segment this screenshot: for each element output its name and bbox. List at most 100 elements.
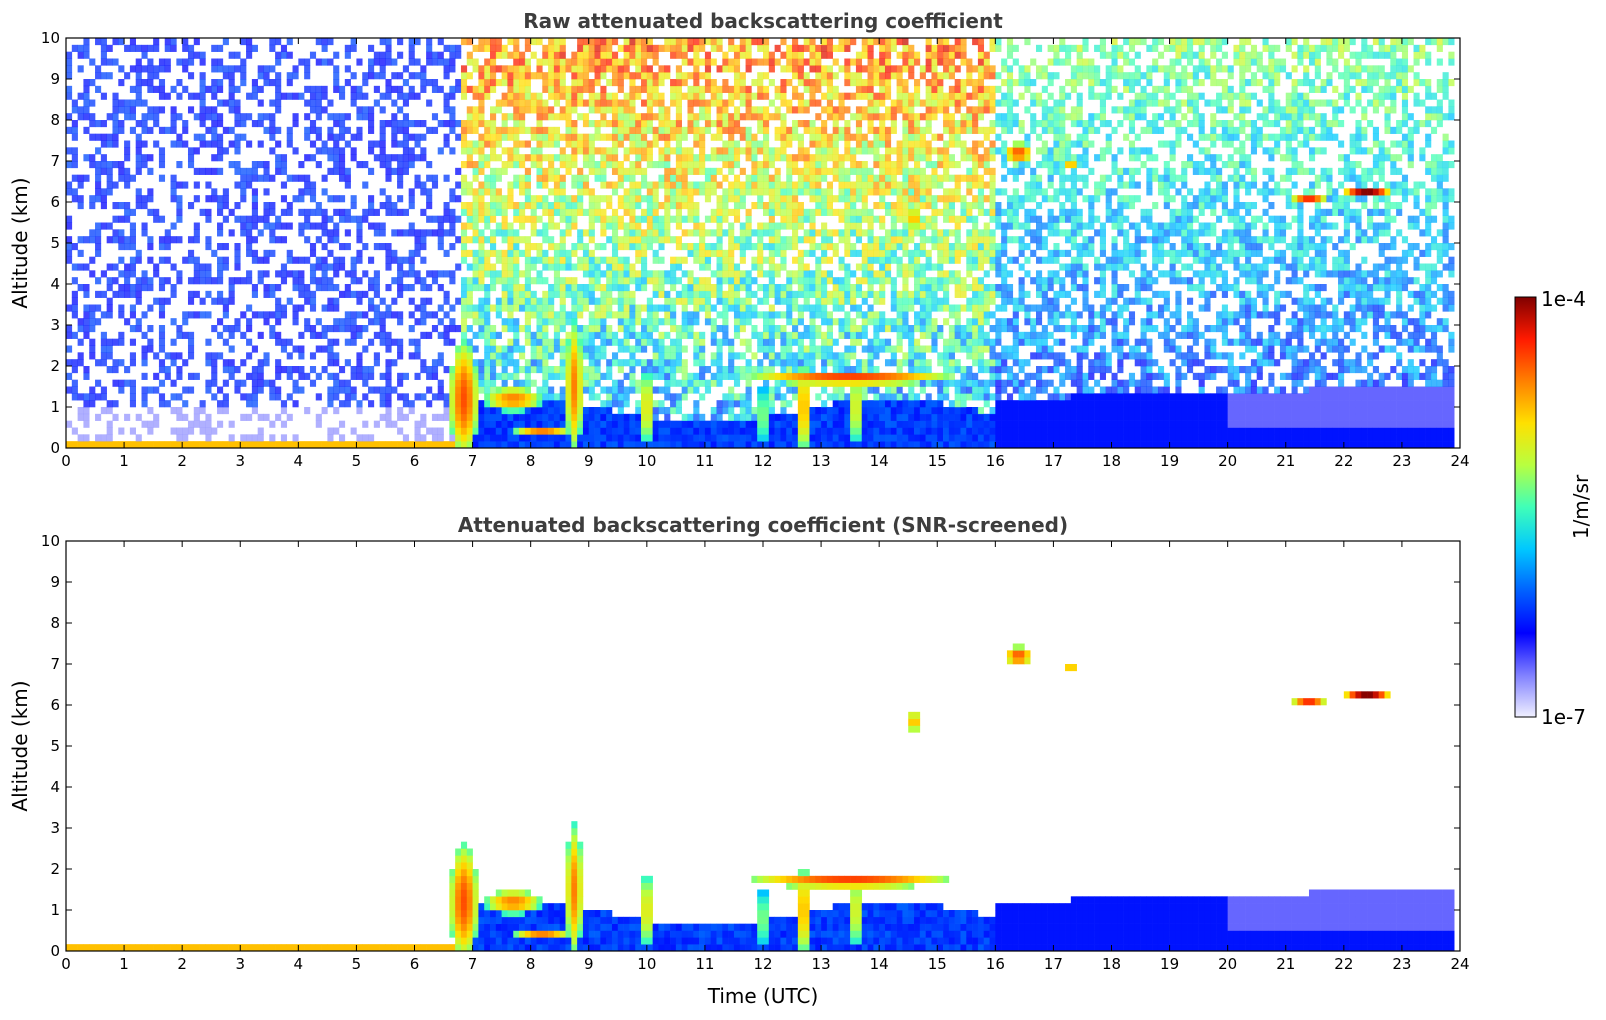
backscatter-cell (373, 72, 380, 80)
backscatter-cell (379, 133, 386, 141)
backscatter-cell (141, 195, 148, 203)
backscatter-cell (362, 379, 369, 387)
backscatter-cell (490, 188, 497, 196)
backscatter-cell (600, 331, 607, 339)
backscatter-cell (844, 290, 851, 298)
backscatter-cell (681, 379, 688, 387)
backscatter-cell (641, 284, 648, 292)
backscatter-cell (484, 133, 491, 141)
backscatter-cell (426, 99, 433, 107)
backscatter-cell (222, 72, 229, 80)
backscatter-cell (501, 195, 508, 203)
backscatter-cell (501, 92, 508, 100)
backscatter-cell (298, 277, 305, 285)
backscatter-cell (716, 366, 723, 374)
backscatter-cell (542, 304, 549, 312)
backscatter-cell (513, 366, 520, 374)
backscatter-cell (118, 359, 125, 367)
backscatter-cell (414, 434, 421, 442)
backscatter-cell (844, 270, 851, 278)
backscatter-cell (257, 441, 264, 448)
backscatter-cell (733, 154, 741, 162)
backscatter-cell (606, 427, 613, 435)
backscatter-cell (635, 167, 642, 175)
backscatter-cell (681, 147, 688, 155)
backscatter-cell (606, 359, 613, 367)
backscatter-cell (333, 79, 340, 87)
backscatter-cell (745, 51, 752, 59)
backscatter-cell (548, 113, 555, 121)
backscatter-cell (681, 386, 688, 394)
backscatter-cell (513, 208, 520, 216)
backscatter-cell (577, 113, 584, 121)
backscatter-cell (571, 249, 578, 257)
backscatter-cell (815, 352, 822, 360)
backscatter-cell (670, 311, 677, 319)
backscatter-cell (187, 92, 195, 100)
backscatter-cell (664, 420, 671, 428)
backscatter-cell (786, 208, 793, 216)
backscatter-cell (768, 359, 775, 367)
backscatter-cell (315, 420, 322, 428)
backscatter-cell (617, 263, 624, 271)
backscatter-cell (466, 58, 473, 66)
backscatter-cell (594, 38, 601, 46)
backscatter-cell (571, 304, 578, 312)
backscatter-cell (141, 99, 148, 107)
backscatter-cell (513, 229, 520, 237)
backscatter-cell (135, 133, 142, 141)
backscatter-cell (588, 441, 595, 448)
backscatter-cell (542, 208, 549, 216)
backscatter-cell (170, 427, 177, 435)
backscatter-cell (449, 338, 456, 346)
backscatter-cell (629, 208, 636, 216)
backscatter-cell (309, 366, 317, 374)
backscatter-cell (722, 195, 729, 203)
backscatter-cell (797, 386, 804, 394)
backscatter-cell (251, 85, 258, 93)
backscatter-cell (826, 345, 833, 353)
backscatter-cell (629, 372, 636, 380)
backscatter-cell (710, 44, 717, 52)
backscatter-cell (809, 372, 816, 380)
backscatter-cell (728, 208, 735, 216)
backscatter-cell (362, 106, 369, 114)
backscatter-cell (478, 441, 485, 448)
backscatter-cell (635, 386, 642, 394)
backscatter-cell (850, 181, 857, 189)
backscatter-cell (728, 338, 735, 346)
backscatter-cell (426, 441, 433, 448)
backscatter-cell (338, 85, 346, 93)
backscatter-cell (449, 215, 456, 223)
backscatter-cell (571, 318, 578, 326)
backscatter-cell (205, 113, 212, 121)
backscatter-cell (722, 174, 729, 182)
backscatter-cell (199, 51, 206, 59)
backscatter-cell (205, 85, 212, 93)
backscatter-cell (443, 140, 450, 148)
backscatter-cell (472, 92, 479, 100)
backscatter-cell (408, 400, 415, 408)
backscatter-cell (217, 420, 224, 428)
backscatter-cell (147, 85, 154, 93)
backscatter-cell (466, 72, 473, 80)
backscatter-cell (826, 202, 833, 210)
backscatter-cell (327, 229, 334, 237)
backscatter-cell (641, 174, 648, 182)
backscatter-cell (397, 284, 404, 292)
backscatter-cell (658, 243, 665, 251)
backscatter-cell (803, 174, 810, 182)
backscatter-cell (600, 290, 607, 298)
backscatter-cell (228, 79, 235, 87)
backscatter-cell (176, 352, 183, 360)
backscatter-cell (176, 79, 183, 87)
backscatter-cell (304, 290, 311, 298)
backscatter-cell (728, 277, 735, 285)
backscatter-cell (797, 215, 804, 223)
backscatter-cell (571, 72, 578, 80)
backscatter-cell (431, 126, 439, 134)
backscatter-cell (745, 215, 752, 223)
backscatter-cell (391, 338, 398, 346)
backscatter-cell (803, 379, 810, 387)
backscatter-cell (588, 106, 595, 114)
